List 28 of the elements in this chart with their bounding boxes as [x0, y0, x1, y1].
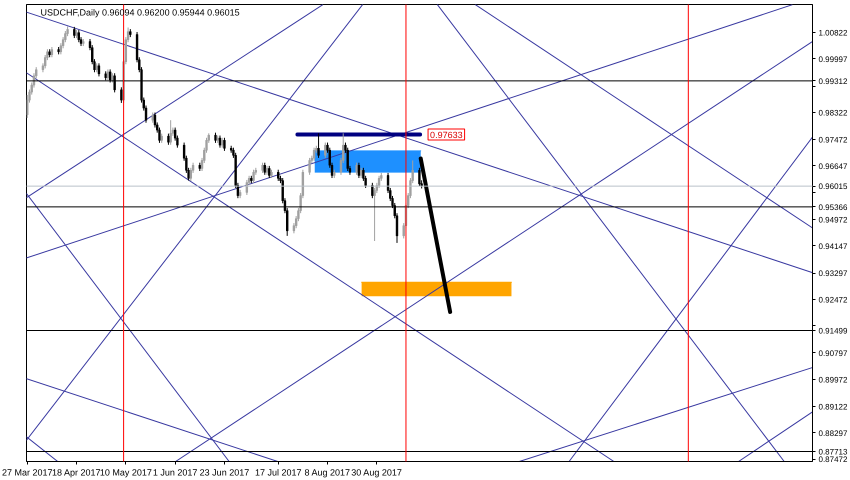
ref-line-label: 0.87713 [818, 447, 848, 456]
x-tick-label: 8 Aug 2017 [304, 468, 350, 478]
x-tick-label: 30 Aug 2017 [351, 468, 402, 478]
y-tick-label: 0.94147 [818, 242, 848, 251]
y-tick-label: 0.99997 [818, 54, 848, 64]
y-tick-label: 1.00822 [818, 28, 848, 38]
ref-line-label: 0.95366 [818, 202, 848, 212]
annotation: 0.97633 [430, 130, 463, 140]
y-tick-label: 0.92472 [818, 295, 848, 304]
y-tick-label: 0.89122 [818, 402, 848, 412]
y-tick-label: 0.93297 [818, 269, 848, 278]
x-tick-label: 23 Jun 2017 [200, 468, 250, 478]
ref-line-label: 0.91499 [818, 326, 848, 336]
y-tick-label: 0.87472 [818, 455, 848, 464]
y-tick-label: 0.88297 [818, 428, 848, 438]
y-tick-label: 0.98322 [818, 108, 848, 118]
x-tick-label: 18 Apr 2017 [52, 468, 101, 478]
x-tick-label: 17 Jul 2017 [254, 468, 302, 478]
x-tick-label: 1 Jun 2017 [152, 468, 198, 478]
x-tick-label: 10 May 2017 [100, 468, 152, 478]
ref-line-label: 0.99312 [818, 76, 848, 86]
ref-line-label: 0.96015 [818, 182, 848, 192]
y-tick-label: 0.96647 [818, 162, 848, 171]
x-tick-label: 27 Mar 2017 [2, 468, 53, 478]
y-tick-label: 0.94972 [818, 216, 848, 225]
y-tick-label: 0.89972 [818, 375, 848, 384]
y-tick-label: 0.90797 [818, 348, 848, 358]
y-tick-label: 0.97472 [818, 136, 848, 145]
